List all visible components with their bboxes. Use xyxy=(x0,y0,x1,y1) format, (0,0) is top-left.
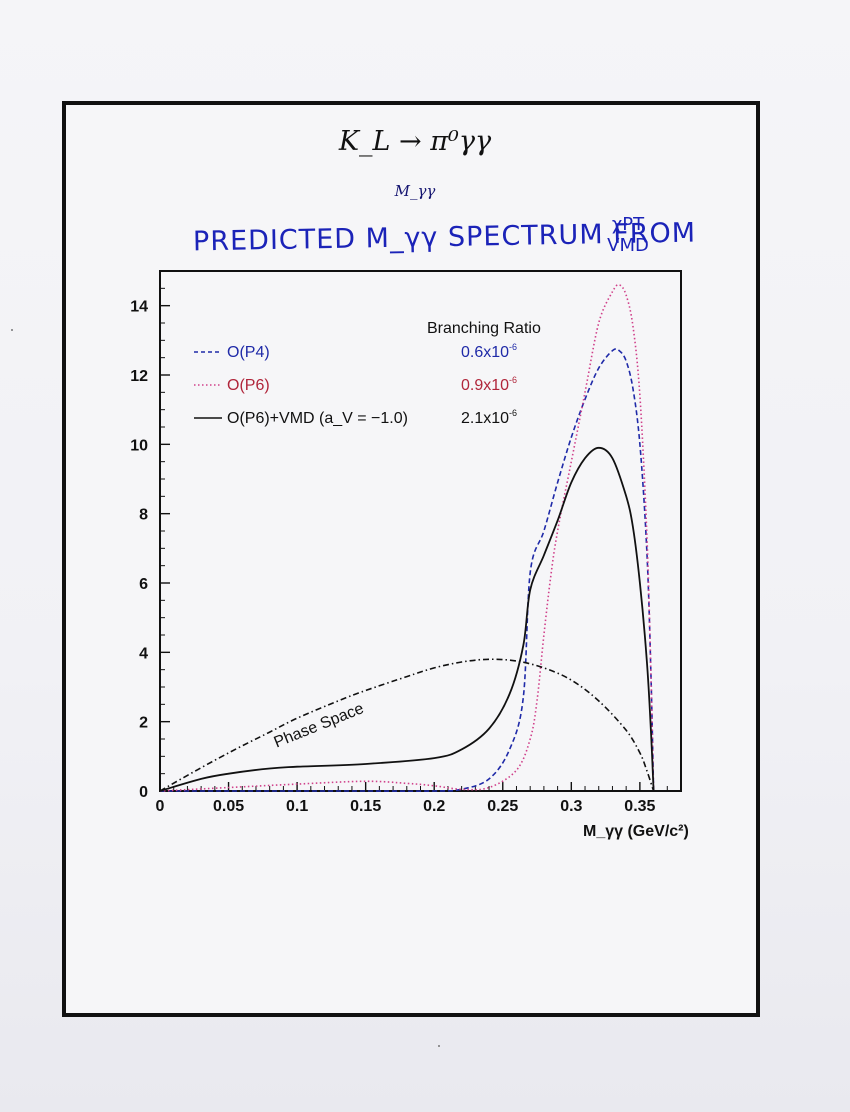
curves xyxy=(159,283,655,792)
figure-frame xyxy=(62,101,760,1017)
axis-ticks xyxy=(159,287,668,792)
y-tick-label: 14 xyxy=(130,299,148,316)
series-line-phase-space xyxy=(159,658,655,792)
series-line-o-p4 xyxy=(159,348,655,792)
y-tick-label: 0 xyxy=(139,784,148,801)
legend-br-p4-exponent: -6 xyxy=(509,342,517,352)
x-tick-label: 0.2 xyxy=(423,798,445,815)
legend-br-vmd-exponent: -6 xyxy=(509,408,517,418)
x-tick-label: 0.35 xyxy=(624,798,655,815)
axis-labels: 0 0.05 0.1 0.15 0.2 0.25 0.3 0.35 0 2 4 6 8 10 12 14 xyxy=(130,299,655,815)
handwritten-sources: χPT VMD xyxy=(603,214,653,256)
scan-speck xyxy=(438,1045,440,1047)
series-line-o-p6-vmd-a-v-1-0 xyxy=(159,446,655,792)
x-tick-label: 0.05 xyxy=(213,798,244,815)
legend-br-p6-exponent: -6 xyxy=(509,375,517,385)
legend-br-vmd-mantissa: 2.1x10 xyxy=(461,410,509,427)
legend-br-p4: 0.6x10-6 xyxy=(461,342,517,361)
handwritten-source-vmd: VMD xyxy=(607,235,649,256)
legend-label-vmd: O(P6)+VMD (a_V = −1.0) xyxy=(227,410,408,427)
legend-br-vmd: 2.1x10-6 xyxy=(461,408,517,427)
legend-br-p6-mantissa: 0.9x10 xyxy=(461,377,509,394)
y-tick-label: 4 xyxy=(139,645,148,662)
x-tick-label: 0.25 xyxy=(487,798,518,815)
y-tick-label: 10 xyxy=(130,437,148,454)
x-tick-label: 0.3 xyxy=(560,798,582,815)
x-tick-label: 0.1 xyxy=(286,798,308,815)
legend-label-p4: O(P4) xyxy=(227,344,270,361)
x-tick-label: 0 xyxy=(156,798,165,815)
mass-subtitle: M_γγ xyxy=(394,182,436,200)
scan-speck xyxy=(11,329,13,331)
y-tick-label: 12 xyxy=(130,368,148,385)
phase-space-annotation: Phase Space xyxy=(272,700,367,751)
legend-br-p4-mantissa: 0.6x10 xyxy=(461,344,509,361)
y-tick-label: 2 xyxy=(139,715,148,732)
legend-header: Branching Ratio xyxy=(427,320,541,337)
handwritten-source-chpt: χPT xyxy=(611,214,645,235)
reaction-title: K_L → π⁰γγ xyxy=(338,126,492,157)
y-tick-label: 8 xyxy=(139,507,148,524)
legend: Branching Ratio O(P4) 0.6x10-6 O(P6) 0.9… xyxy=(194,320,541,427)
legend-br-p6: 0.9x10-6 xyxy=(461,375,517,394)
legend-label-p6: O(P6) xyxy=(227,377,270,394)
x-tick-label: 0.15 xyxy=(350,798,381,815)
x-axis-label: M_γγ (GeV/c²) xyxy=(583,823,689,840)
series-line-o-p6 xyxy=(159,283,655,792)
y-tick-label: 6 xyxy=(139,576,148,593)
